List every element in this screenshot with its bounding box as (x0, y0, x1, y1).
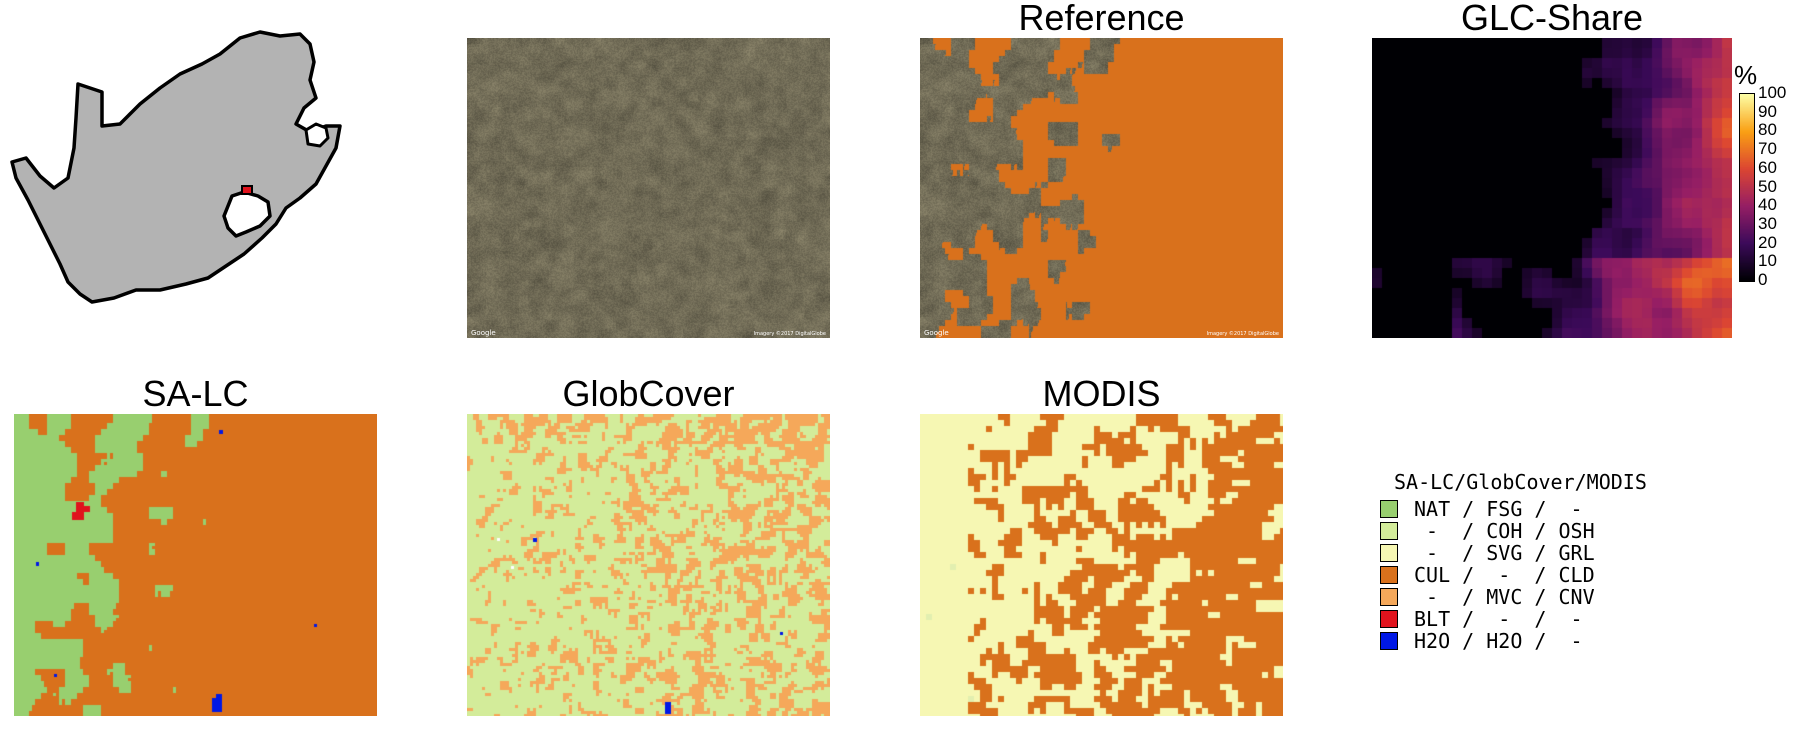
colorbar-tick-label: 50 (1758, 176, 1777, 196)
satellite-image-panel: Google Imagery ©2017 DigitalGlobe (467, 38, 830, 338)
legend-heading: SA-LC/GlobCover/MODIS (1394, 470, 1647, 494)
south-africa-outline (10, 30, 342, 304)
colorbar-tick-label: 60 (1758, 157, 1777, 177)
eswatini-hole (304, 122, 330, 148)
legend-label: - / COH / OSH (1414, 519, 1595, 543)
colorbar-tick-label: 10 (1758, 251, 1777, 271)
lesotho-hole (222, 190, 272, 238)
legend-label: CUL / - / CLD (1414, 563, 1595, 587)
colorbar-ticks: 100 90 80 70 60 50 40 30 20 10 0 (1758, 84, 1798, 294)
modis-map (920, 414, 1283, 716)
legend-item: BLT / - / - (1380, 607, 1647, 631)
legend-swatch (1380, 500, 1398, 518)
legend-swatch (1380, 566, 1398, 584)
legend-label: BLT / - / - (1414, 607, 1583, 631)
legend-swatch (1380, 632, 1398, 650)
modis-title: MODIS (1042, 373, 1161, 414)
glc-share-panel (1372, 38, 1732, 338)
colorbar-tick-label: 90 (1758, 101, 1777, 121)
globcover-panel (467, 414, 830, 716)
globcover-map (467, 414, 830, 716)
legend-item: - / SVG / GRL (1380, 541, 1647, 565)
land-cover-legend: SA-LC/GlobCover/MODIS NAT / FSG / - - / … (1380, 470, 1647, 653)
south-africa-locator-map (10, 30, 342, 304)
legend-swatch (1380, 588, 1398, 606)
modis-panel (920, 414, 1283, 716)
colorbar-tick-label: 0 (1758, 270, 1768, 289)
glc-share-title: GLC-Share (1460, 0, 1644, 38)
legend-label: - / MVC / CNV (1414, 585, 1595, 609)
legend-label: - / SVG / GRL (1414, 541, 1595, 565)
legend-swatch (1380, 544, 1398, 562)
legend-label: H2O / H2O / - (1414, 629, 1583, 653)
study-area-marker (241, 185, 253, 195)
reference-image (920, 38, 1283, 338)
colorbar-tick-label: 100 (1758, 83, 1787, 102)
colorbar-tick-label: 80 (1758, 120, 1777, 140)
colorbar-tick-label: 70 (1758, 139, 1777, 159)
colorbar-unit: % (1734, 60, 1758, 90)
legend-swatch (1380, 610, 1398, 628)
legend-item: CUL / - / CLD (1380, 563, 1647, 587)
imagery-credit: Imagery ©2017 DigitalGlobe (1206, 331, 1279, 337)
google-credit: Google (471, 329, 496, 337)
colorbar-tick-label: 30 (1758, 213, 1777, 233)
legend-label: NAT / FSG / - (1414, 497, 1583, 521)
google-credit: Google (924, 329, 949, 337)
glc-share-heatmap (1372, 38, 1732, 338)
sa-lc-map (14, 414, 377, 716)
legend-item: - / MVC / CNV (1380, 585, 1647, 609)
sa-lc-title: SA-LC (142, 373, 249, 414)
imagery-credit: Imagery ©2017 DigitalGlobe (753, 331, 826, 337)
colorbar-tick-label: 40 (1758, 195, 1777, 215)
legend-item: - / COH / OSH (1380, 519, 1647, 543)
legend-item: NAT / FSG / - (1380, 497, 1647, 521)
legend-swatch (1380, 522, 1398, 540)
colorbar (1739, 93, 1755, 282)
legend-item: H2O / H2O / - (1380, 629, 1647, 653)
reference-title: Reference (1018, 0, 1185, 38)
colorbar-tick-label: 20 (1758, 232, 1777, 252)
globcover-title: GlobCover (562, 373, 735, 414)
satellite-image (467, 38, 830, 338)
reference-panel: Google Imagery ©2017 DigitalGlobe (920, 38, 1283, 338)
sa-lc-panel (14, 414, 377, 716)
